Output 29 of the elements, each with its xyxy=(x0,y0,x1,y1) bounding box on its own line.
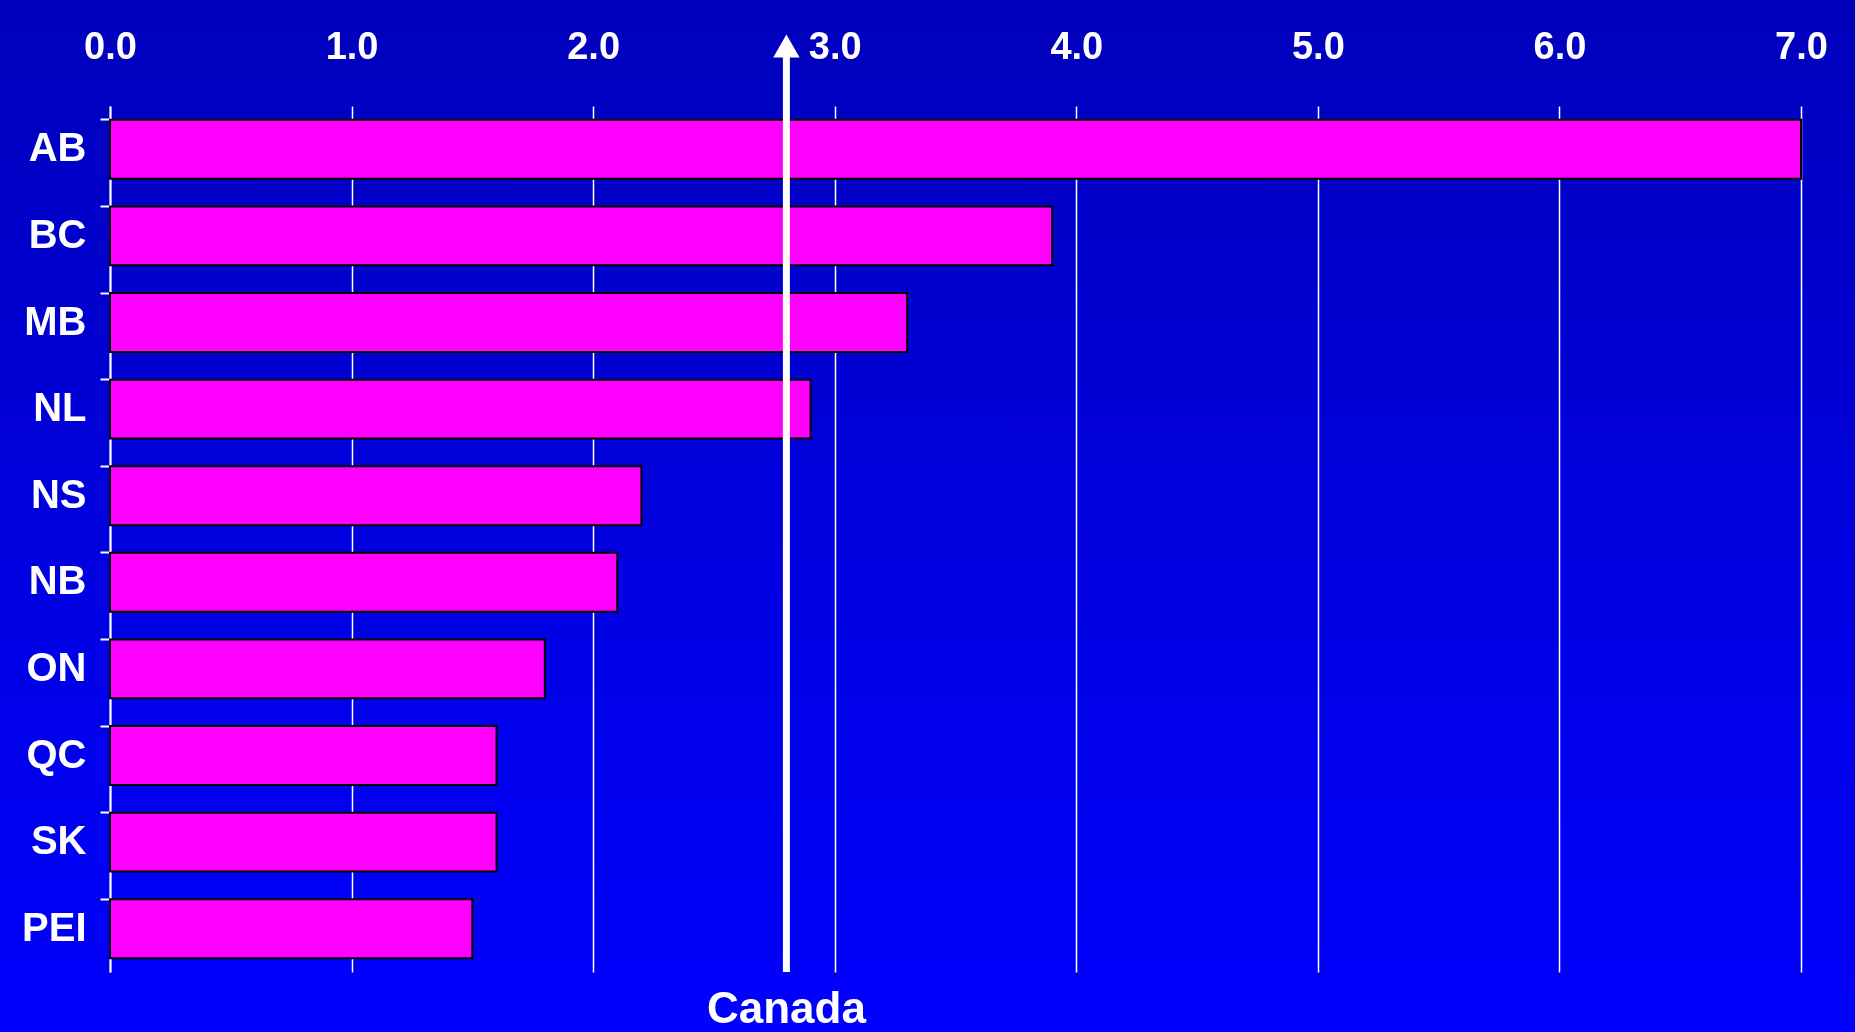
bar xyxy=(109,725,498,786)
x-tick-label: 1.0 xyxy=(325,24,379,67)
x-tick-label: 2.0 xyxy=(567,24,621,67)
x-tick-label: 4.0 xyxy=(1050,24,1104,67)
ref-line-label: Canada xyxy=(706,983,867,1032)
y-tick-label: PEI xyxy=(22,904,87,949)
y-tick-label: ON xyxy=(26,644,87,689)
bar xyxy=(109,898,474,960)
y-tick-label: NL xyxy=(33,385,87,430)
bar xyxy=(109,118,1802,180)
bar xyxy=(109,292,909,353)
bar xyxy=(109,551,619,613)
bar xyxy=(109,638,546,700)
bar xyxy=(109,465,643,527)
x-tick-label: 5.0 xyxy=(1291,24,1345,67)
bar xyxy=(109,811,498,873)
y-tick-label: MB xyxy=(24,298,87,343)
y-tick-label: NS xyxy=(30,471,87,516)
x-tick-label: 6.0 xyxy=(1533,24,1587,67)
y-tick-label: AB xyxy=(28,125,87,170)
y-tick-label: BC xyxy=(28,211,87,256)
x-tick-label: 7.0 xyxy=(1775,24,1828,67)
bar xyxy=(109,378,812,440)
y-tick-label: SK xyxy=(30,818,87,863)
x-tick-label: 3.0 xyxy=(808,24,862,67)
y-tick-label: QC xyxy=(26,731,87,776)
x-tick-label: 0.0 xyxy=(84,24,137,67)
y-tick-label: NB xyxy=(28,558,87,603)
bar xyxy=(109,205,1054,267)
